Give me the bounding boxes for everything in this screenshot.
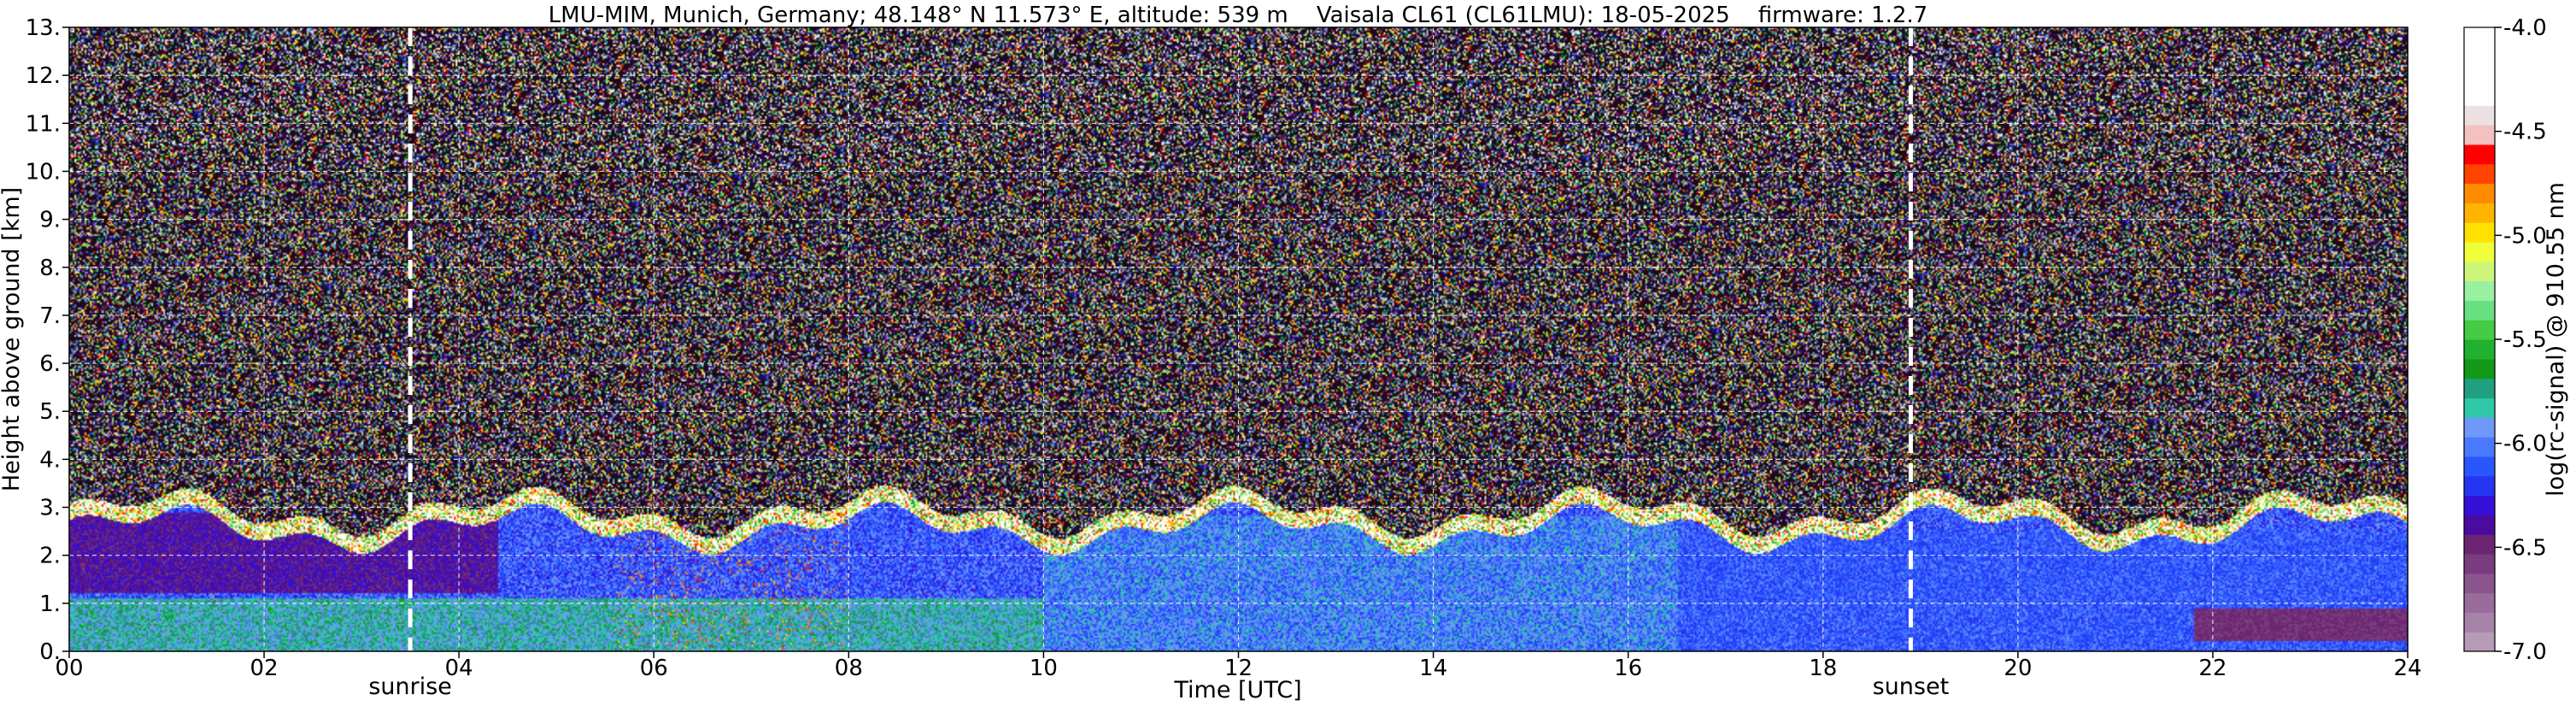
colorbar-segment [2464, 27, 2495, 48]
colorbar-segment [2464, 144, 2495, 165]
colorbar-segment [2464, 612, 2495, 632]
y-tick-label: 0. [39, 639, 61, 665]
marker-label-sunrise: sunrise [368, 674, 452, 700]
colorbar-segment [2464, 300, 2495, 321]
colorbar-segment [2464, 573, 2495, 594]
y-axis-ticks: 0. 1. 2. 3. 4. 5. 6. 7. 8. 9. 10. 11. 12. 13. [26, 15, 69, 665]
colorbar-tick-label: -5.0 [2503, 223, 2547, 249]
colorbar-segment [2464, 534, 2495, 555]
x-tick-label: 24 [2393, 656, 2421, 681]
colorbar-segment [2464, 632, 2495, 652]
colorbar-segment [2464, 280, 2495, 301]
x-tick-label: 20 [2004, 656, 2032, 681]
y-tick-label: 2. [39, 544, 61, 569]
colorbar-segment [2464, 417, 2495, 438]
y-tick-label: 5. [39, 399, 61, 425]
x-tick-label: 22 [2198, 656, 2227, 681]
colorbar-segment [2464, 222, 2495, 243]
x-tick-label: 14 [1419, 656, 1447, 681]
y-tick-label: 13. [26, 15, 61, 41]
colorbar-segment [2464, 339, 2495, 360]
colorbar-segment [2464, 553, 2495, 574]
colorbar-tick-label: -4.5 [2503, 120, 2547, 145]
x-tick-label: 10 [1030, 656, 1058, 681]
y-tick-label: 11. [26, 111, 61, 137]
sun-markers [408, 27, 1913, 651]
x-tick-label: 08 [835, 656, 863, 681]
sun-marker-labels: sunrise sunset [368, 674, 1949, 700]
colorbar-segment [2464, 105, 2495, 126]
y-tick-label: 6. [39, 351, 61, 377]
colorbar-segment [2464, 261, 2495, 282]
x-tick-label: 18 [1809, 656, 1837, 681]
colorbar-tick-label: -4.0 [2503, 15, 2547, 41]
colorbar-tick-label: -6.5 [2503, 535, 2547, 561]
y-tick-label: 12. [26, 63, 61, 89]
x-axis-ticks: 00 02 04 06 08 10 12 14 16 18 20 22 24 [55, 651, 2422, 681]
colorbar-segment [2464, 495, 2495, 515]
colorbar-segment [2464, 46, 2495, 68]
x-tick-label: 00 [55, 656, 83, 681]
x-tick-label: 04 [445, 656, 473, 681]
colorbar-segment [2464, 85, 2495, 106]
colorbar-segment [2464, 437, 2495, 457]
colorbar-segment [2464, 203, 2495, 223]
colorbar-segment [2464, 66, 2495, 87]
colorbar [2464, 27, 2495, 652]
colorbar-tick-label: -5.5 [2503, 327, 2547, 353]
colorbar-segment [2464, 515, 2495, 535]
colorbar-segment [2464, 320, 2495, 340]
colorbar-label: log(rc-signal) @ 910.55 nm [2543, 182, 2569, 497]
colorbar-segment [2464, 358, 2495, 379]
colorbar-tick-label: -6.0 [2503, 432, 2547, 457]
colorbar-segment [2464, 456, 2495, 477]
colorbar-segment [2464, 475, 2495, 497]
x-axis-label: Time [UTC] [1173, 677, 1301, 703]
x-tick-label: 16 [1614, 656, 1642, 681]
colorbar-tick-label: -7.0 [2503, 639, 2547, 665]
y-axis-label: Height above ground [km] [0, 187, 25, 491]
x-tick-label: 02 [250, 656, 279, 681]
colorbar-segment [2464, 183, 2495, 203]
y-tick-label: 1. [39, 591, 61, 617]
y-tick-label: 4. [39, 447, 61, 473]
grid-lines [69, 27, 2408, 651]
colorbar-segment [2464, 378, 2495, 399]
x-tick-label: 12 [1224, 656, 1253, 681]
colorbar-segment [2464, 163, 2495, 185]
colorbar-segment [2464, 125, 2495, 145]
x-tick-label: 06 [640, 656, 668, 681]
plot-area [69, 27, 2408, 651]
colorbar-segment [2464, 592, 2495, 613]
colorbar-segment [2464, 397, 2495, 418]
y-tick-label: 8. [39, 256, 61, 281]
colorbar-segment [2464, 241, 2495, 262]
marker-label-sunset: sunset [1873, 674, 1950, 700]
y-tick-label: 3. [39, 496, 61, 521]
chart-title: LMU-MIM, Munich, Germany; 48.148° N 11.5… [549, 3, 1928, 28]
colorbar-ticks: -4.0 -4.5 -5.0 -5.5 -6.0 -6.5 -7.0 [2495, 15, 2547, 665]
y-tick-label: 7. [39, 303, 61, 329]
y-tick-label: 10. [26, 159, 61, 185]
y-tick-label: 9. [39, 208, 61, 233]
